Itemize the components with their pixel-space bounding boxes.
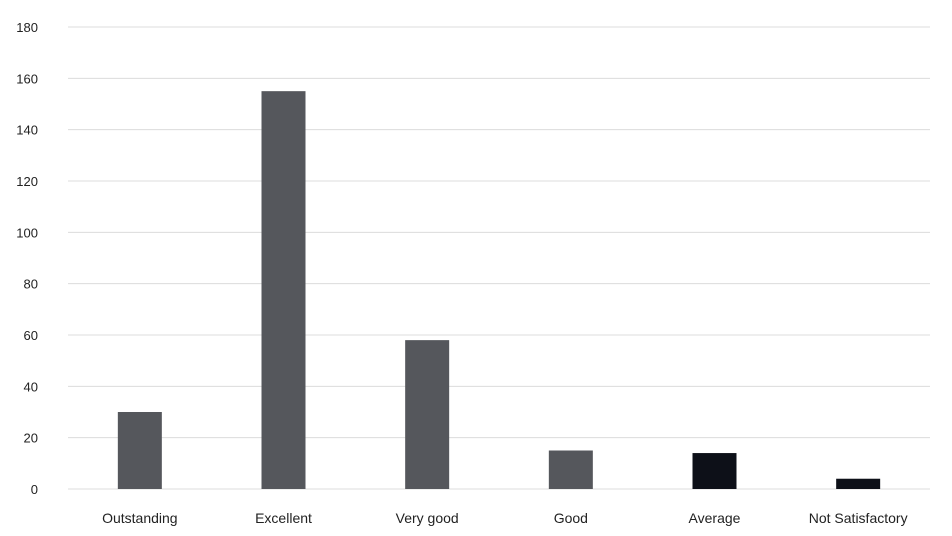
- bar-outstanding: [117, 412, 162, 489]
- y-tick-label-60: 60: [24, 328, 38, 343]
- x-axis-category-labels: Outstanding Excellent Very good Good Average…: [102, 510, 907, 526]
- y-tick-label-140: 140: [16, 123, 38, 138]
- bars: [117, 91, 881, 490]
- bar-average: [692, 453, 737, 489]
- y-tick-label-100: 100: [16, 225, 38, 240]
- y-tick-label-40: 40: [24, 379, 38, 394]
- bar-very-good: [405, 340, 450, 489]
- y-tick-label-20: 20: [24, 431, 38, 446]
- x-category-label-excellent: Excellent: [255, 510, 312, 526]
- y-axis-tick-labels: 0 20 40 60 80 100 120 140 160 180: [16, 20, 38, 497]
- bar-not-satisfactory: [836, 478, 881, 489]
- y-tick-label-160: 160: [16, 71, 38, 86]
- bar-good: [548, 450, 593, 489]
- y-tick-label-0: 0: [31, 482, 38, 497]
- x-category-label-good: Good: [554, 510, 588, 526]
- gridlines: [68, 26, 930, 490]
- bar-excellent: [261, 91, 306, 490]
- y-tick-label-80: 80: [24, 277, 38, 292]
- x-category-label-not-satisfactory: Not Satisfactory: [809, 510, 908, 526]
- x-category-label-very-good: Very good: [396, 510, 459, 526]
- y-tick-label-120: 120: [16, 174, 38, 189]
- y-tick-label-180: 180: [16, 20, 38, 35]
- x-category-label-outstanding: Outstanding: [102, 510, 178, 526]
- x-category-label-average: Average: [689, 510, 741, 526]
